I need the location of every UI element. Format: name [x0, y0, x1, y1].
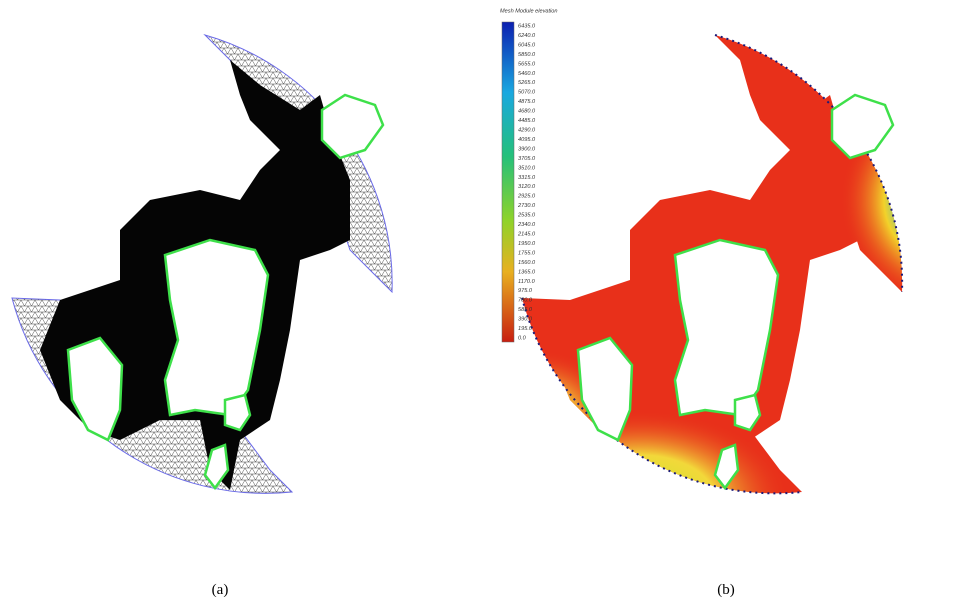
legend-label: 4095.0: [518, 137, 536, 143]
legend-label: 4875.0: [518, 99, 536, 105]
legend-label: 1170.0: [518, 279, 536, 285]
legend-title: Mesh Module elevation: [500, 8, 558, 14]
legend-label: 2340.0: [517, 222, 536, 228]
colorbar: Mesh Module elevation 6435.0 6240.0 6045.0…: [500, 8, 558, 343]
legend-label: 1755.0: [518, 250, 536, 256]
legend-label: 1950.0: [518, 241, 536, 247]
legend-label: 585.0: [518, 307, 533, 313]
legend-label: 780.0: [518, 298, 533, 304]
legend-label: 5850.0: [518, 52, 536, 58]
legend-label: 6240.0: [518, 33, 536, 39]
color-scale: [501, 21, 515, 343]
legend-label: 3120.0: [518, 184, 536, 190]
caption: (b): [717, 582, 735, 598]
legend-label: 6045.0: [518, 42, 536, 48]
legend-label: 1560.0: [518, 260, 536, 266]
legend-label: 195.0: [518, 326, 533, 332]
legend-labels: 6435.0 6240.0 6045.0 5850.0 5655.0 5460.0 5265…: [517, 23, 536, 341]
legend-label: 4485.0: [518, 118, 536, 124]
legend-label: 2535.0: [517, 213, 536, 219]
legend-label: 5460.0: [518, 71, 536, 77]
legend-label: 5265.0: [518, 80, 536, 86]
legend-label: 5655.0: [518, 61, 536, 67]
caption: (a): [212, 582, 229, 598]
legend-label: 975.0: [518, 288, 533, 294]
legend-label: 6435.0: [518, 23, 536, 29]
legend-label: 3510.0: [518, 165, 536, 171]
legend-label: 3705.0: [518, 156, 536, 162]
legend-label: 2925.0: [517, 194, 536, 200]
legend-label: 3900.0: [518, 146, 536, 152]
panel-b: [521, 34, 904, 495]
legend-label: 2730.0: [517, 203, 536, 209]
legend-label: 5070.0: [518, 90, 536, 96]
legend-label: 1365.0: [518, 269, 536, 275]
legend-label: 2145.0: [517, 231, 536, 237]
panel-a: [11, 34, 393, 494]
legend-label: 4680.0: [518, 109, 536, 115]
legend-label: 390.0: [518, 317, 533, 323]
legend-label: 3315.0: [518, 175, 536, 181]
boundary: [714, 34, 904, 293]
legend-label: 4290.0: [518, 127, 536, 133]
legend-label: 0.0: [518, 335, 527, 341]
